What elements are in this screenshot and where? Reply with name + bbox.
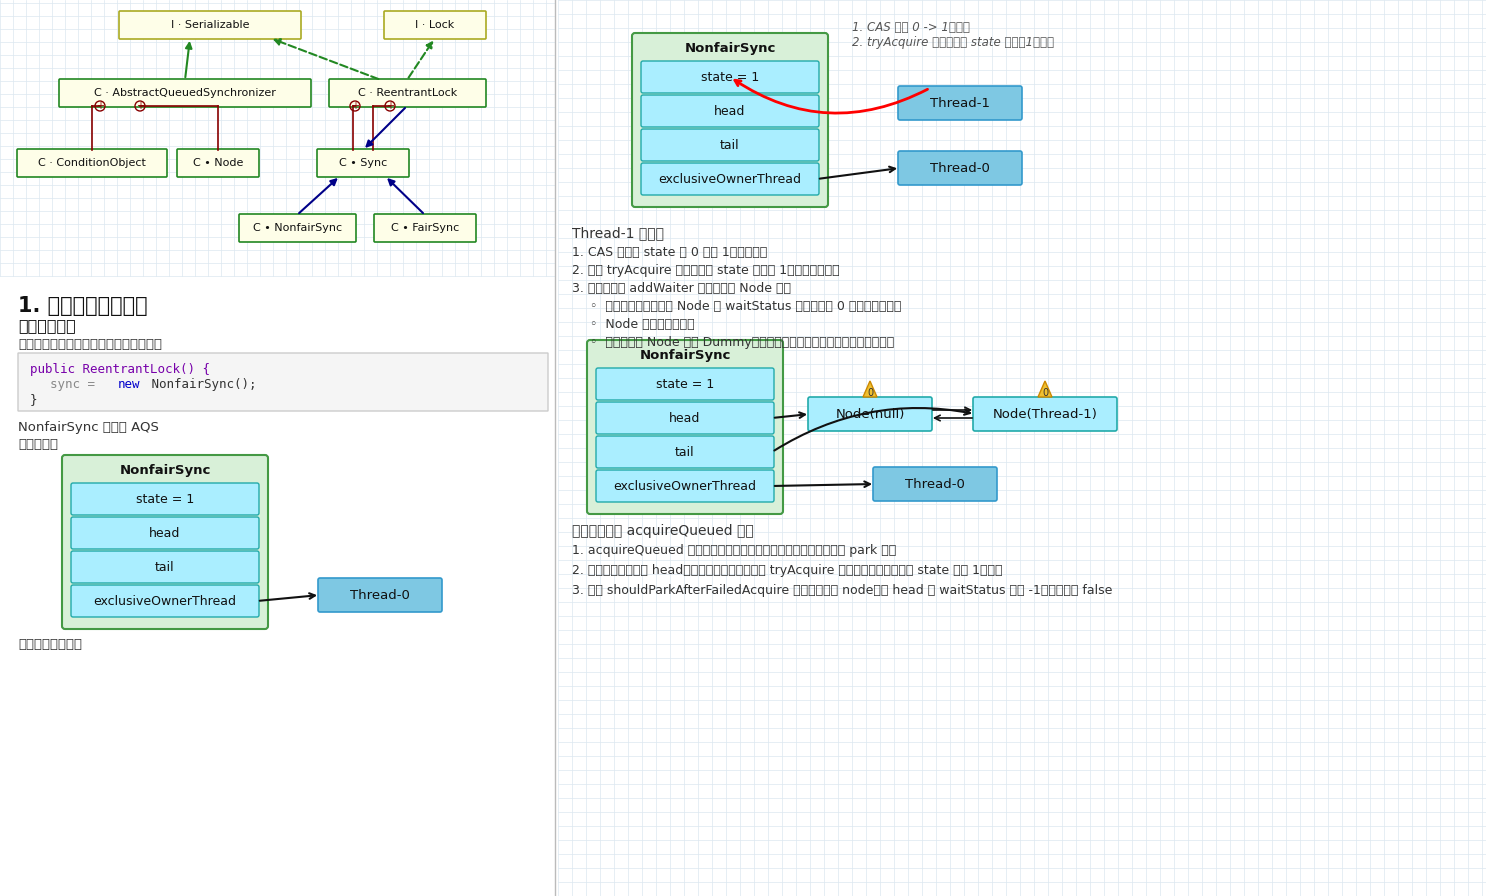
FancyBboxPatch shape: [71, 483, 259, 515]
Text: head: head: [149, 527, 181, 539]
Text: 0: 0: [1042, 388, 1048, 398]
FancyBboxPatch shape: [898, 86, 1022, 120]
FancyBboxPatch shape: [119, 11, 302, 39]
Text: 当前线程进入 acquireQueued 逻辑: 当前线程进入 acquireQueued 逻辑: [572, 524, 753, 538]
Text: Thread-0: Thread-0: [905, 478, 964, 490]
FancyBboxPatch shape: [640, 163, 819, 195]
Text: C • Sync: C • Sync: [339, 158, 388, 168]
Text: state = 1: state = 1: [701, 71, 759, 83]
Text: +: +: [386, 101, 394, 111]
Text: exclusiveOwnerThread: exclusiveOwnerThread: [614, 479, 756, 493]
FancyBboxPatch shape: [71, 551, 259, 583]
FancyBboxPatch shape: [16, 149, 166, 177]
Text: Node(null): Node(null): [835, 408, 905, 420]
FancyBboxPatch shape: [59, 79, 311, 107]
Text: Thread-0: Thread-0: [351, 589, 410, 601]
Text: tail: tail: [675, 445, 695, 459]
Text: }: }: [30, 393, 37, 406]
Text: 2. 如果自己是紧邻着 head（排第二位），那么再次 tryAcquire 尝试获取锁，当然这时 state 仍为 1，失败: 2. 如果自己是紧邻着 head（排第二位），那么再次 tryAcquire 尝…: [572, 564, 1003, 577]
Text: 先从构造器开始看，默认为非公平锁实现: 先从构造器开始看，默认为非公平锁实现: [18, 338, 162, 351]
FancyBboxPatch shape: [18, 353, 548, 411]
FancyBboxPatch shape: [872, 467, 997, 501]
FancyBboxPatch shape: [596, 402, 774, 434]
Text: state = 1: state = 1: [135, 493, 195, 505]
Text: +: +: [97, 101, 104, 111]
FancyBboxPatch shape: [317, 149, 409, 177]
Text: Thread-0: Thread-0: [930, 161, 990, 175]
Text: Thread-1 执行了: Thread-1 执行了: [572, 226, 664, 240]
FancyBboxPatch shape: [898, 151, 1022, 185]
Text: 3. 进入 shouldParkAfterFailedAcquire 逻辑，将前驱 node，即 head 的 waitStatus 改为 -1，这次返回 fa: 3. 进入 shouldParkAfterFailedAcquire 逻辑，将前…: [572, 584, 1113, 597]
Text: 1. CAS 尝试 0 -> 1，失败: 1. CAS 尝试 0 -> 1，失败: [851, 21, 970, 34]
Text: public ReentrantLock() {: public ReentrantLock() {: [30, 363, 210, 376]
FancyBboxPatch shape: [973, 397, 1117, 431]
Polygon shape: [1039, 381, 1052, 397]
Text: C · ReentrantLock: C · ReentrantLock: [358, 88, 458, 98]
FancyBboxPatch shape: [71, 585, 259, 617]
Text: exclusiveOwnerThread: exclusiveOwnerThread: [94, 595, 236, 607]
FancyBboxPatch shape: [62, 455, 267, 629]
Text: new: new: [117, 378, 141, 391]
Text: ◦  图中黄色三角表示该 Node 的 waitStatus 状态，其中 0 为默认正常状态: ◦ 图中黄色三角表示该 Node 的 waitStatus 状态，其中 0 为默…: [590, 300, 902, 313]
Text: NonfairSync: NonfairSync: [119, 463, 211, 477]
Text: NonfairSync: NonfairSync: [685, 41, 776, 55]
Text: head: head: [669, 411, 701, 425]
Text: 2. 进入 tryAcquire 逻辑，这时 state 已经是 1，结果仍然失败: 2. 进入 tryAcquire 逻辑，这时 state 已经是 1，结果仍然失…: [572, 264, 840, 277]
FancyBboxPatch shape: [596, 368, 774, 400]
FancyBboxPatch shape: [632, 33, 828, 207]
FancyBboxPatch shape: [596, 436, 774, 468]
Text: tail: tail: [721, 139, 740, 151]
Text: ◦  Node 的创建是懒惯的: ◦ Node 的创建是懒惯的: [590, 318, 694, 331]
FancyBboxPatch shape: [640, 129, 819, 161]
Text: 2. tryAcquire 逻辑：如果 state 已经是1，失败: 2. tryAcquire 逻辑：如果 state 已经是1，失败: [851, 36, 1054, 49]
Text: I · Serializable: I · Serializable: [171, 20, 250, 30]
Text: +: +: [351, 101, 360, 111]
FancyBboxPatch shape: [318, 578, 441, 612]
Text: 没有竞争时: 没有竞争时: [18, 438, 58, 451]
Text: NonfairSync();: NonfairSync();: [144, 378, 257, 391]
FancyBboxPatch shape: [596, 470, 774, 502]
Text: head: head: [715, 105, 746, 117]
Text: C · ConditionObject: C · ConditionObject: [39, 158, 146, 168]
Text: +: +: [137, 101, 144, 111]
Text: state = 1: state = 1: [655, 377, 715, 391]
FancyBboxPatch shape: [808, 397, 932, 431]
Text: 第一个竞争出现时: 第一个竞争出现时: [18, 638, 82, 651]
FancyBboxPatch shape: [640, 95, 819, 127]
Text: C • Node: C • Node: [193, 158, 244, 168]
Text: 1. 非公平锁实现原理: 1. 非公平锁实现原理: [18, 296, 147, 316]
FancyBboxPatch shape: [383, 11, 486, 39]
Text: 加锁解锁流程: 加锁解锁流程: [18, 318, 76, 333]
FancyBboxPatch shape: [640, 61, 819, 93]
Polygon shape: [863, 381, 877, 397]
Text: 1. CAS 尝试将 state 由 0 改为 1，结果失败: 1. CAS 尝试将 state 由 0 改为 1，结果失败: [572, 246, 767, 259]
Text: sync =: sync =: [51, 378, 103, 391]
Text: Thread-1: Thread-1: [930, 97, 990, 109]
Text: tail: tail: [155, 561, 175, 573]
Text: exclusiveOwnerThread: exclusiveOwnerThread: [658, 173, 801, 185]
Text: 3. 接下来进入 addWaiter 逻辑，构造 Node 队列: 3. 接下来进入 addWaiter 逻辑，构造 Node 队列: [572, 282, 791, 295]
Text: I · Lock: I · Lock: [416, 20, 455, 30]
Text: NonfairSync 继承自 AQS: NonfairSync 继承自 AQS: [18, 421, 159, 434]
FancyBboxPatch shape: [328, 79, 486, 107]
FancyBboxPatch shape: [177, 149, 259, 177]
Text: C • NonfairSync: C • NonfairSync: [253, 223, 342, 233]
Text: Node(Thread-1): Node(Thread-1): [993, 408, 1098, 420]
FancyBboxPatch shape: [71, 517, 259, 549]
FancyBboxPatch shape: [587, 340, 783, 514]
FancyBboxPatch shape: [374, 214, 476, 242]
Text: 0: 0: [866, 388, 874, 398]
Text: C • FairSync: C • FairSync: [391, 223, 459, 233]
Text: 1. acquireQueued 会在一个死循环中不断尝试获得锁，失败后进入 park 阻塞: 1. acquireQueued 会在一个死循环中不断尝试获得锁，失败后进入 p…: [572, 544, 896, 557]
Text: NonfairSync: NonfairSync: [639, 349, 731, 361]
Text: ◦  其中第一个 Node 称为 Dummy（倘元）或哨兵，用来占位，并不关联线程: ◦ 其中第一个 Node 称为 Dummy（倘元）或哨兵，用来占位，并不关联线程: [590, 336, 895, 349]
Text: C · AbstractQueuedSynchronizer: C · AbstractQueuedSynchronizer: [94, 88, 276, 98]
FancyBboxPatch shape: [239, 214, 357, 242]
